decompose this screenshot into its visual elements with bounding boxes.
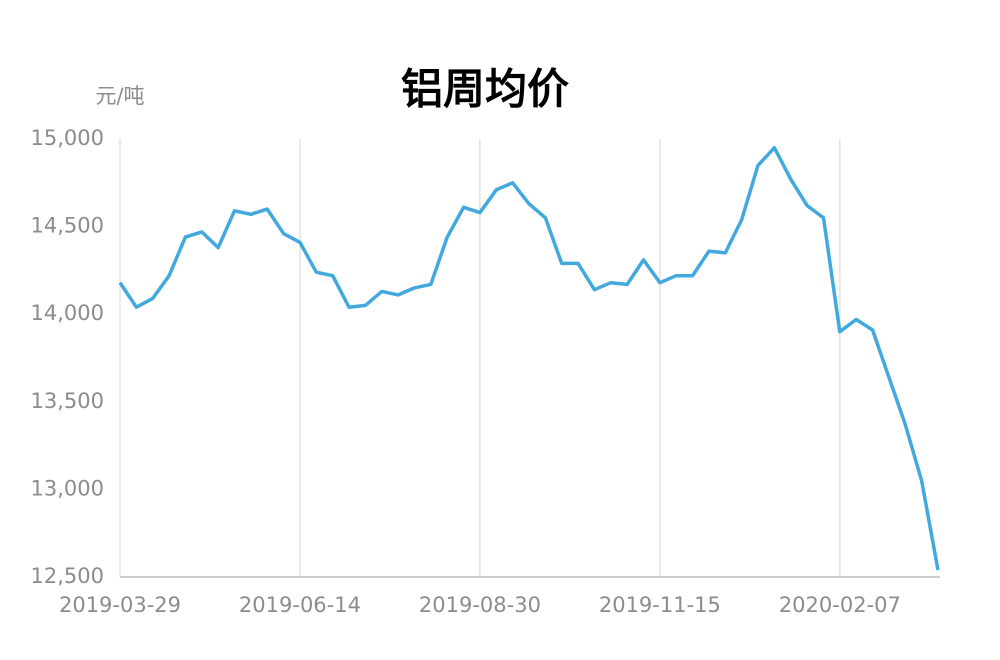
y-tick-label: 13,500 bbox=[31, 389, 104, 413]
y-tick-label: 14,500 bbox=[31, 214, 104, 238]
x-tick-label: 2019-08-30 bbox=[419, 593, 541, 617]
chart-title: 铝周均价 bbox=[401, 65, 569, 114]
y-unit: 元/吨 bbox=[95, 84, 144, 108]
y-tick-label: 14,000 bbox=[31, 301, 104, 325]
x-tick-label: 2019-06-14 bbox=[239, 593, 361, 617]
y-tick-label: 15,000 bbox=[31, 126, 104, 150]
y-tick-label: 13,000 bbox=[31, 476, 104, 500]
x-tick-label: 2019-03-29 bbox=[59, 593, 181, 617]
x-tick-label: 2019-11-15 bbox=[599, 593, 721, 617]
line bbox=[118, 146, 940, 571]
y-tick-label: 12,500 bbox=[31, 564, 104, 588]
x-tick-label: 2020-02-07 bbox=[779, 593, 901, 617]
